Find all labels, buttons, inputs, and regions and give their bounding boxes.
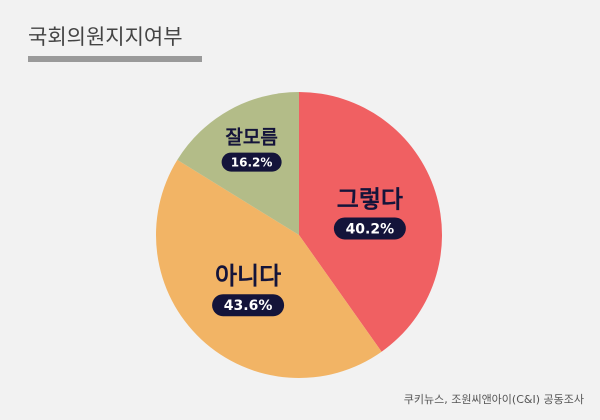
value-label: 43.6% xyxy=(224,298,273,314)
pie-slice xyxy=(155,159,382,378)
value-label: 40.2% xyxy=(346,221,395,237)
value-pill xyxy=(212,294,285,317)
value-pill xyxy=(221,152,282,172)
value-label: 16.2% xyxy=(231,156,273,170)
title-underline xyxy=(28,56,202,62)
value-pill xyxy=(333,217,406,240)
slice-label: 그렇다 xyxy=(337,185,403,213)
slice-label: 아니다 xyxy=(215,262,281,290)
source-note: 쿠키뉴스, 조원씨앤아이(C&I) 공동조사 xyxy=(404,393,584,406)
slice-label: 잘모름 xyxy=(225,127,277,149)
chart-title: 국회의원지지여부 xyxy=(28,25,183,49)
